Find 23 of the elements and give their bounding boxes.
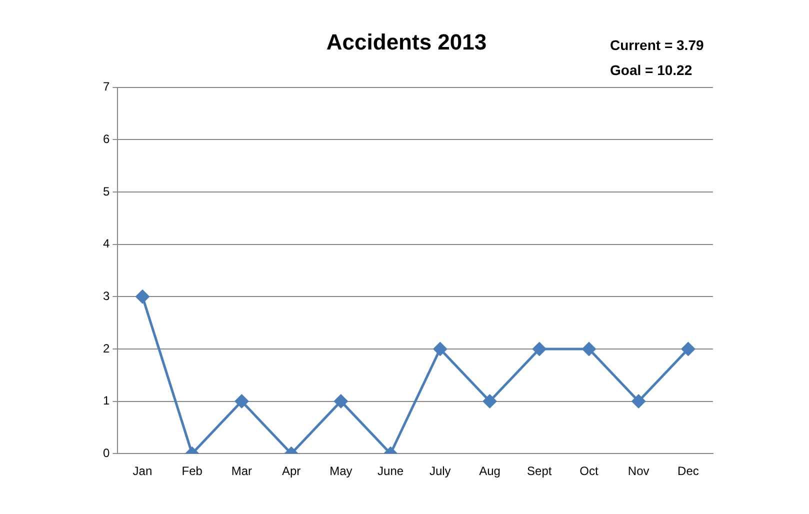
x-tick-label: Aug <box>479 464 500 478</box>
y-tick-label: 7 <box>102 80 110 94</box>
y-tick-label: 6 <box>102 132 110 146</box>
text: Goal = 10.22 <box>610 62 692 78</box>
chart-title: Accidents 2013 <box>326 29 487 54</box>
x-tick-label: June <box>378 464 404 478</box>
x-tick-label: Jan <box>132 464 152 478</box>
y-tick-label: 5 <box>102 184 110 198</box>
x-tick-label: Feb <box>182 464 203 478</box>
x-tick-label: May <box>330 464 352 478</box>
y-tick-label: 1 <box>102 394 110 408</box>
x-tick-label: Oct <box>580 464 599 478</box>
x-tick-label: Nov <box>628 464 650 478</box>
x-tick-label: Apr <box>282 464 301 478</box>
x-tick-label: Dec <box>678 464 699 478</box>
x-tick-label: Mar <box>231 464 252 478</box>
text: Current = 3.79 <box>610 36 704 53</box>
y-tick-label: 0 <box>102 446 110 460</box>
x-tick-label: Sept <box>527 464 552 478</box>
y-tick-label: 2 <box>102 341 110 356</box>
y-tick-label: 3 <box>102 288 110 303</box>
y-tick-label: 4 <box>102 236 110 251</box>
x-tick-label: July <box>429 464 451 478</box>
